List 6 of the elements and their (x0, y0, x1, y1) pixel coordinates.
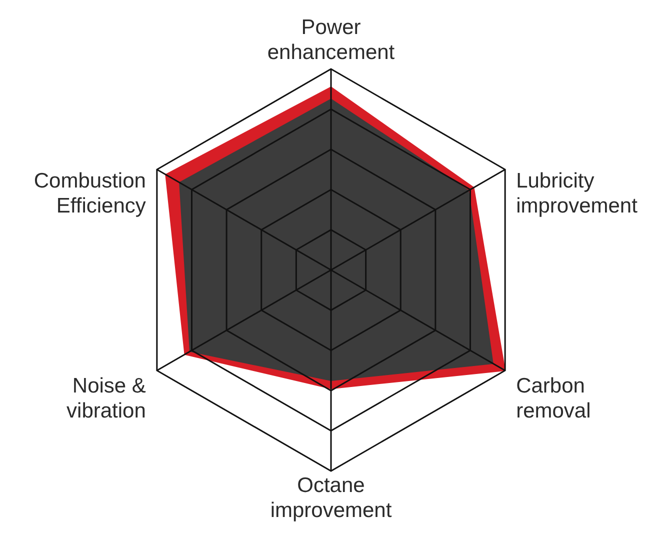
spoke-label: Combustion Efficiency (34, 170, 146, 218)
spoke-label: Power enhancement (267, 16, 395, 64)
spoke-label: Lubricity improvement (516, 170, 638, 218)
spoke-label: Octane improvement (270, 474, 392, 522)
spoke-label: Noise & vibration (66, 374, 146, 422)
spoke-label: Carbon removal (516, 374, 591, 422)
